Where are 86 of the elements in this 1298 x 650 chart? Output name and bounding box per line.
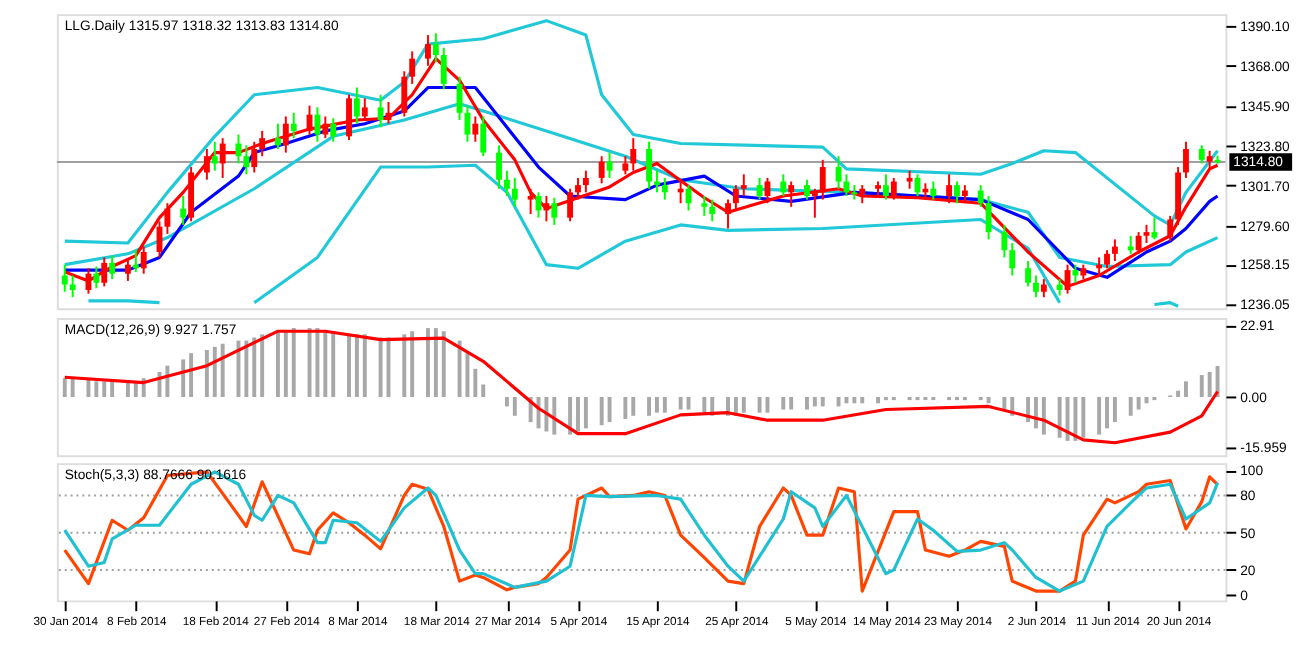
candlestick bbox=[503, 169, 510, 197]
candlestick bbox=[259, 129, 266, 158]
candlestick bbox=[1072, 263, 1079, 284]
candlestick bbox=[353, 86, 360, 125]
candlestick bbox=[69, 274, 76, 299]
candlestick bbox=[630, 137, 637, 172]
candlestick bbox=[1175, 166, 1182, 226]
candlestick bbox=[480, 115, 487, 158]
candlestick bbox=[859, 184, 866, 205]
candlestick bbox=[1206, 149, 1213, 170]
candlestick bbox=[890, 176, 897, 201]
candlestick bbox=[598, 155, 605, 185]
candlestick bbox=[606, 151, 613, 179]
candlestick bbox=[164, 202, 171, 235]
candlestick bbox=[346, 93, 352, 141]
candlestick bbox=[109, 254, 116, 281]
line-series bbox=[63, 19, 1220, 245]
candlestick bbox=[946, 173, 953, 205]
candlestick bbox=[961, 184, 968, 205]
candlestick bbox=[1025, 260, 1031, 288]
candlestick bbox=[219, 137, 226, 179]
candlestick bbox=[701, 195, 708, 217]
candlestick bbox=[725, 198, 731, 230]
candlestick bbox=[1167, 214, 1174, 243]
candlestick bbox=[954, 180, 960, 205]
candlestick bbox=[1009, 242, 1016, 277]
candlestick bbox=[282, 115, 289, 154]
candlestick bbox=[1143, 223, 1150, 244]
candlestick bbox=[851, 184, 858, 201]
candlestick bbox=[472, 115, 479, 143]
candlestick bbox=[377, 93, 384, 129]
candlestick bbox=[496, 144, 502, 190]
candlestick bbox=[251, 140, 258, 174]
candlestick bbox=[709, 198, 716, 223]
candlestick bbox=[882, 173, 889, 201]
candlestick bbox=[1111, 238, 1118, 263]
candlestick bbox=[188, 166, 195, 223]
candlestick bbox=[93, 265, 100, 290]
candlestick bbox=[1198, 144, 1205, 165]
candlestick bbox=[622, 155, 629, 176]
candlestick bbox=[1033, 274, 1039, 299]
candlestick bbox=[582, 169, 589, 194]
candlestick bbox=[124, 258, 131, 282]
candlestick bbox=[1135, 231, 1142, 255]
candlestick bbox=[432, 32, 439, 64]
candlestick bbox=[140, 245, 147, 275]
candlestick bbox=[930, 180, 937, 201]
candlestick bbox=[567, 187, 574, 223]
candlestick bbox=[551, 196, 558, 226]
candlestick bbox=[61, 263, 68, 293]
candlestick bbox=[804, 178, 810, 201]
candlestick bbox=[780, 173, 787, 197]
candlestick bbox=[440, 46, 447, 91]
candlestick bbox=[330, 117, 337, 143]
candlestick bbox=[290, 111, 297, 140]
candlestick bbox=[788, 180, 795, 208]
line-series bbox=[63, 470, 1220, 593]
candlestick bbox=[1104, 249, 1110, 270]
candlestick bbox=[314, 106, 321, 143]
candlestick bbox=[756, 176, 763, 201]
candlestick bbox=[361, 97, 368, 122]
candlestick bbox=[732, 184, 739, 212]
candlestick bbox=[575, 176, 581, 201]
candlestick bbox=[977, 184, 984, 208]
candlestick bbox=[661, 176, 668, 201]
candlestick bbox=[906, 169, 913, 190]
candlestick bbox=[740, 173, 747, 197]
candlestick bbox=[819, 158, 826, 201]
candlestick bbox=[180, 195, 187, 226]
candlestick bbox=[527, 187, 534, 216]
candlestick bbox=[401, 70, 408, 118]
candlestick bbox=[275, 122, 281, 150]
candlestick bbox=[985, 195, 992, 241]
candlestick bbox=[543, 195, 550, 223]
candlestick bbox=[1001, 223, 1008, 259]
candlestick bbox=[243, 144, 250, 176]
candlestick bbox=[203, 148, 210, 181]
candlestick bbox=[211, 140, 218, 172]
candlestick bbox=[1151, 216, 1158, 241]
candlestick bbox=[511, 176, 518, 208]
candlestick bbox=[1040, 278, 1047, 299]
candlestick bbox=[322, 115, 329, 140]
candlestick bbox=[811, 187, 818, 219]
candlestick bbox=[409, 50, 416, 85]
candlestick bbox=[1183, 140, 1189, 179]
candlestick bbox=[646, 140, 652, 190]
